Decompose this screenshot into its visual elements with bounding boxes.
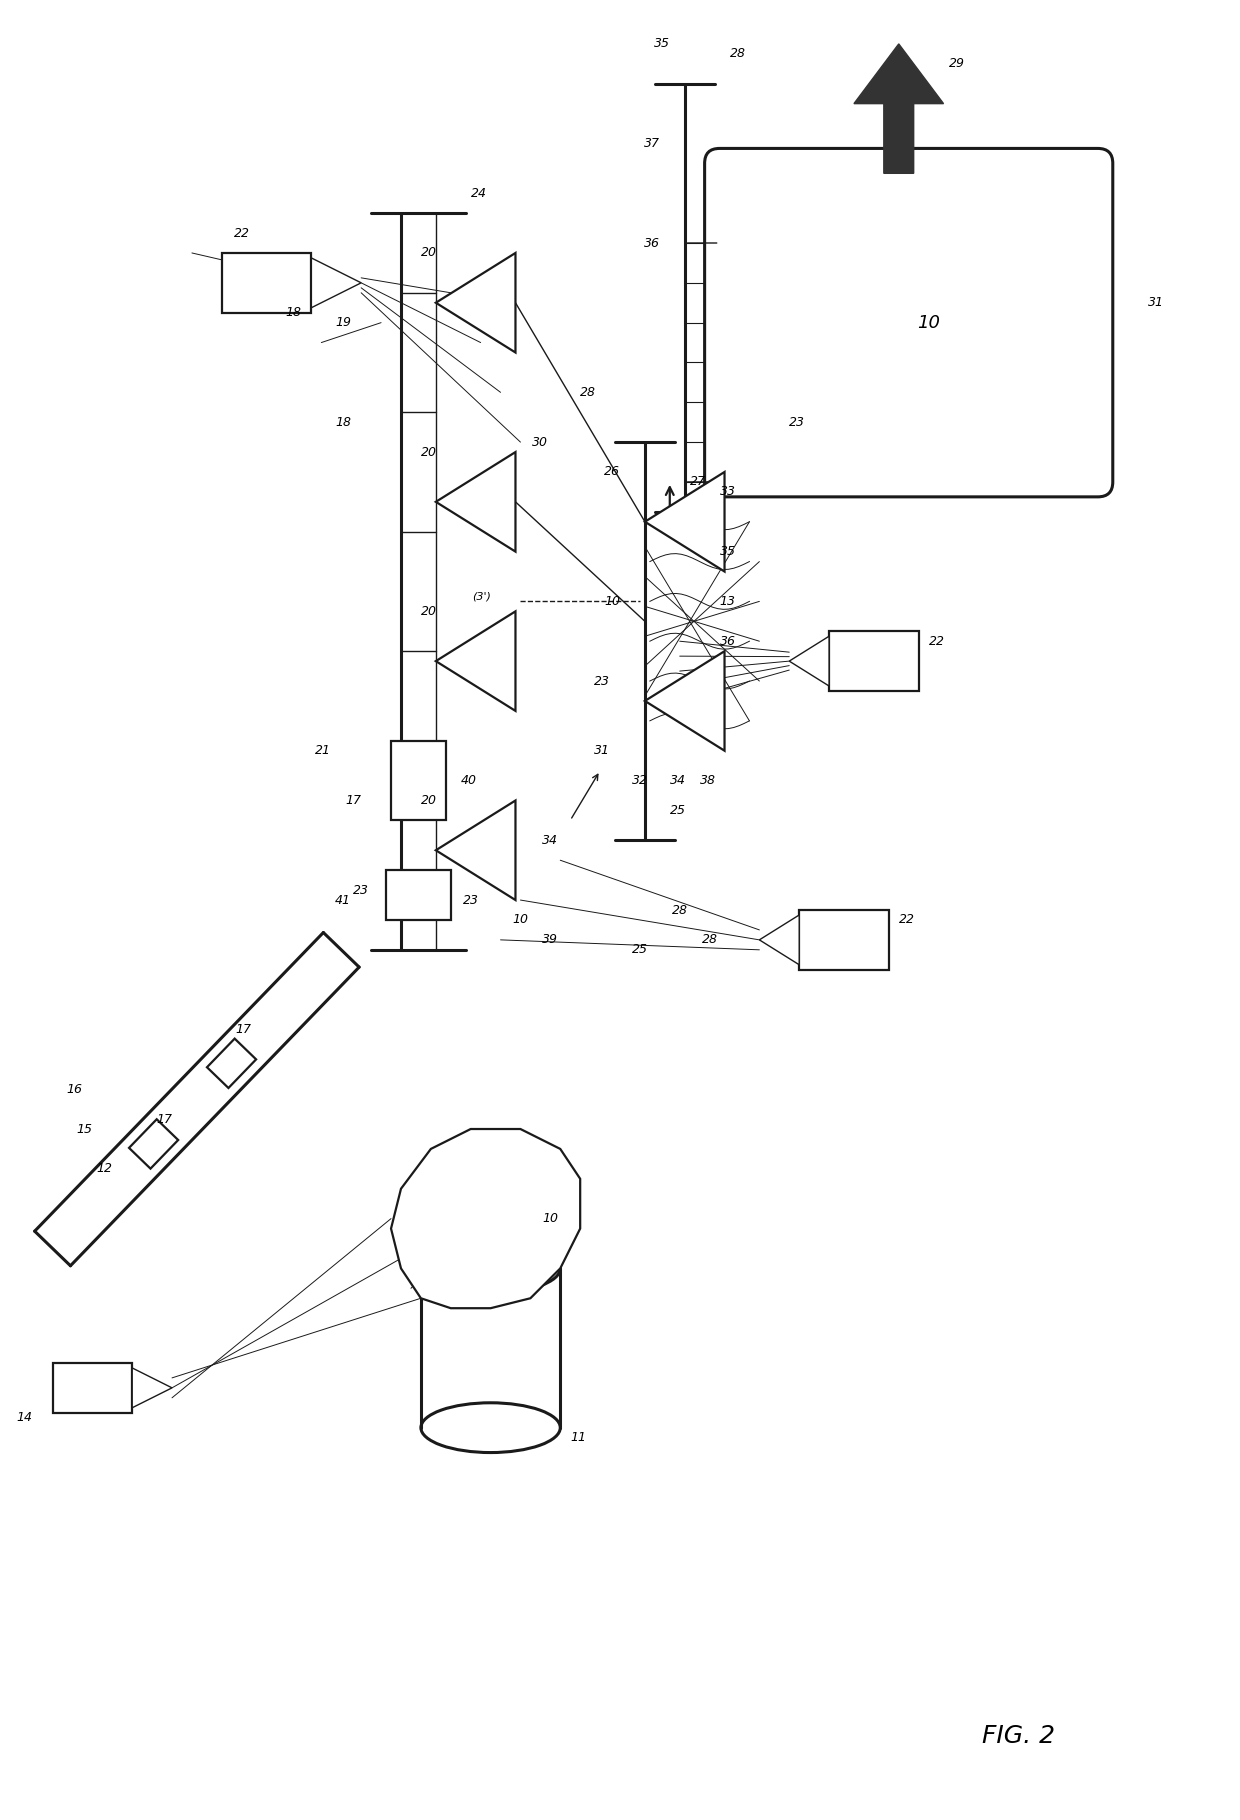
Text: 40: 40 (461, 774, 476, 786)
Text: 22: 22 (899, 914, 915, 926)
Text: 25: 25 (670, 804, 686, 817)
Text: 10: 10 (542, 1212, 558, 1225)
Text: 16: 16 (67, 1083, 82, 1096)
Text: 17: 17 (236, 1023, 252, 1036)
Polygon shape (391, 1128, 580, 1309)
Text: 14: 14 (16, 1410, 32, 1425)
Text: 31: 31 (594, 744, 610, 757)
Text: 17: 17 (156, 1112, 172, 1125)
Text: 41: 41 (335, 894, 351, 906)
Text: 35: 35 (653, 38, 670, 51)
Text: 27: 27 (689, 475, 706, 488)
Text: 28: 28 (672, 903, 688, 917)
Polygon shape (435, 801, 516, 901)
Bar (207, 1039, 257, 1088)
Text: 18: 18 (285, 306, 301, 318)
Text: 20: 20 (420, 604, 436, 617)
Text: 23: 23 (463, 894, 479, 906)
Text: 20: 20 (420, 446, 436, 459)
Bar (222, 253, 311, 313)
Text: 30: 30 (532, 435, 548, 448)
Text: 28: 28 (729, 47, 745, 60)
Text: 11: 11 (570, 1431, 587, 1443)
Text: 36: 36 (644, 237, 660, 249)
Text: 20: 20 (420, 246, 436, 260)
Bar (129, 1119, 179, 1168)
Polygon shape (435, 612, 516, 712)
Text: 35: 35 (719, 546, 735, 559)
Text: 34: 34 (542, 834, 558, 846)
Text: 13: 13 (719, 595, 735, 608)
Text: 10: 10 (604, 595, 620, 608)
Text: FIG. 2: FIG. 2 (982, 1724, 1055, 1749)
Text: 21: 21 (315, 744, 331, 757)
Polygon shape (435, 451, 516, 551)
Text: 37: 37 (644, 136, 660, 149)
Text: (3'): (3') (471, 592, 491, 601)
Text: 20: 20 (420, 794, 436, 806)
Text: 23: 23 (594, 675, 610, 688)
Text: 28: 28 (580, 386, 596, 399)
Text: 23: 23 (789, 415, 805, 430)
Text: 24: 24 (471, 187, 486, 200)
Polygon shape (435, 253, 516, 353)
Text: 25: 25 (632, 943, 649, 956)
Bar (830, 632, 919, 692)
Text: 22: 22 (929, 635, 945, 648)
Text: 17: 17 (345, 794, 361, 806)
Text: 28: 28 (702, 934, 718, 946)
Text: 18: 18 (335, 415, 351, 430)
Polygon shape (311, 258, 361, 308)
Text: 34: 34 (670, 774, 686, 786)
Text: 26: 26 (604, 466, 620, 479)
Polygon shape (133, 1369, 172, 1407)
Text: 33: 33 (719, 486, 735, 499)
Text: 39: 39 (542, 934, 558, 946)
Text: 10: 10 (918, 313, 940, 331)
Bar (386, 870, 451, 919)
Text: 12: 12 (97, 1163, 113, 1176)
Text: 36: 36 (719, 635, 735, 648)
Text: 15: 15 (77, 1123, 92, 1136)
Text: 10: 10 (512, 914, 528, 926)
Text: 29: 29 (949, 56, 965, 71)
Polygon shape (645, 471, 724, 571)
Text: 31: 31 (1148, 297, 1163, 309)
Text: 23: 23 (353, 883, 370, 897)
Polygon shape (759, 915, 800, 965)
Polygon shape (854, 44, 944, 173)
Polygon shape (645, 652, 724, 750)
Text: 38: 38 (699, 774, 715, 786)
Bar (52, 1363, 133, 1412)
Bar (800, 910, 889, 970)
Bar (391, 741, 446, 821)
Text: 32: 32 (632, 774, 649, 786)
Text: 19: 19 (335, 317, 351, 329)
Text: 22: 22 (233, 226, 249, 240)
Polygon shape (789, 637, 830, 686)
FancyBboxPatch shape (704, 149, 1112, 497)
